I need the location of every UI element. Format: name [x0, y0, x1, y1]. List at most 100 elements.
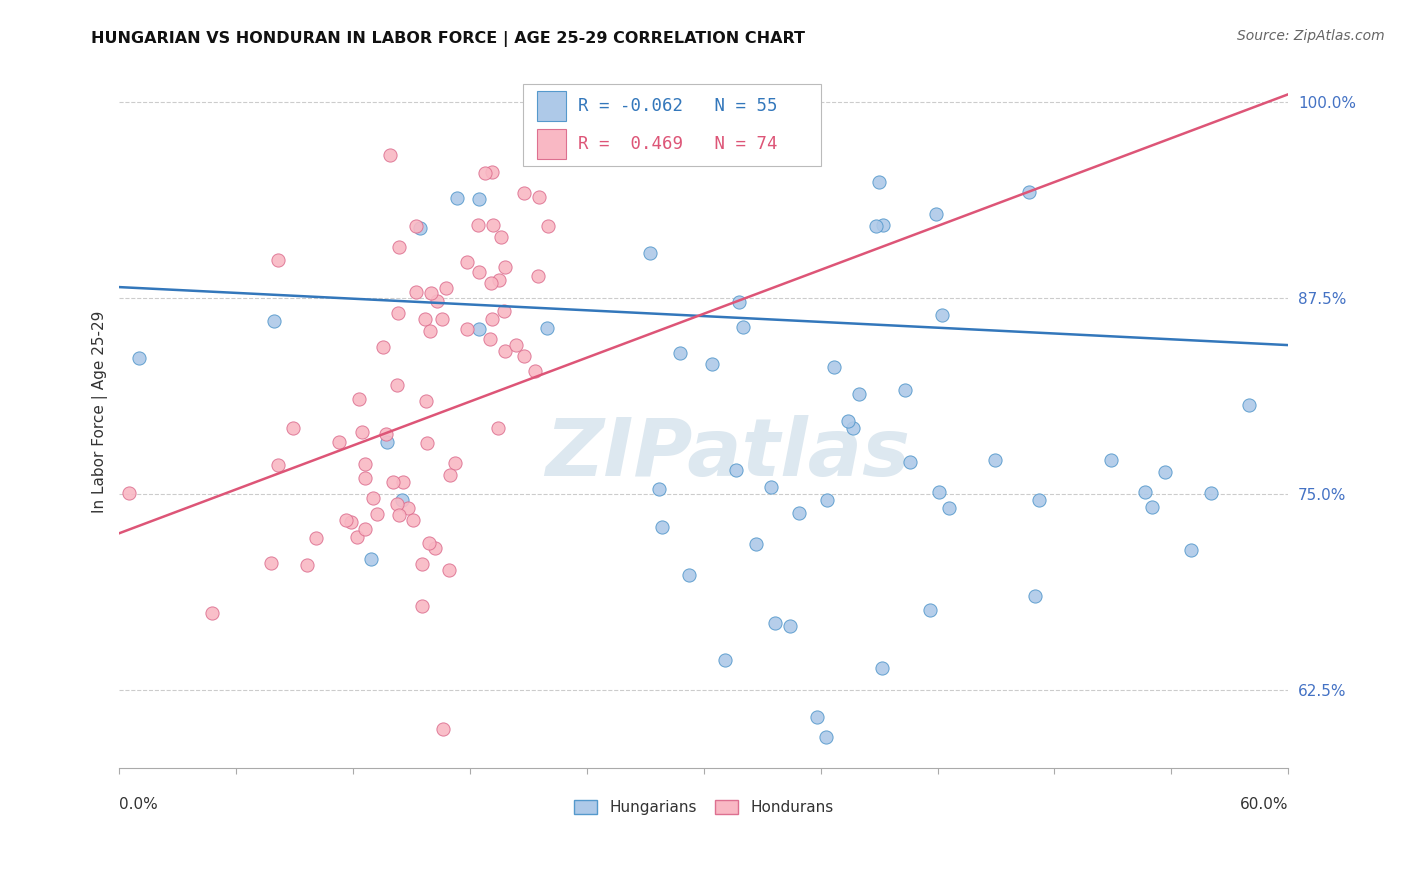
Point [527, 269, 550, 284]
Point [267, 458, 290, 472]
Point [669, 346, 692, 360]
Point [527, 190, 550, 204]
Point [731, 320, 754, 334]
Point [505, 338, 527, 352]
Point [396, 500, 419, 515]
Point [1201, 485, 1223, 500]
Point [346, 531, 368, 545]
Point [426, 293, 449, 308]
Text: ZIPatlas: ZIPatlas [544, 416, 910, 493]
Point [405, 285, 427, 300]
Point [700, 357, 723, 371]
Point [354, 470, 377, 484]
Point [415, 393, 437, 408]
Point [366, 507, 388, 521]
Point [385, 378, 408, 392]
Point [479, 332, 502, 346]
Point [536, 321, 558, 335]
Point [328, 434, 350, 449]
Point [1140, 500, 1163, 515]
Point [481, 312, 503, 326]
Point [430, 312, 453, 326]
Point [382, 475, 405, 490]
Point [378, 148, 401, 162]
Point [363, 491, 385, 505]
Point [347, 392, 370, 407]
Point [815, 730, 838, 744]
Point [494, 260, 516, 274]
Point [374, 426, 396, 441]
Point [524, 364, 547, 378]
Point [778, 87, 800, 102]
FancyBboxPatch shape [537, 91, 565, 120]
Point [868, 175, 890, 189]
Point [267, 253, 290, 268]
Point [260, 556, 283, 570]
Point [409, 221, 432, 235]
Legend: Hungarians, Hondurans: Hungarians, Hondurans [568, 794, 839, 822]
Point [354, 522, 377, 536]
Point [865, 219, 887, 234]
Point [815, 493, 838, 508]
Point [759, 480, 782, 494]
Point [405, 219, 427, 233]
Point [439, 468, 461, 483]
Point [823, 359, 845, 374]
Point [413, 312, 436, 326]
Point [402, 513, 425, 527]
Point [340, 515, 363, 529]
Point [513, 349, 536, 363]
Point [931, 309, 953, 323]
Point [725, 463, 748, 477]
Point [297, 558, 319, 572]
Point [640, 245, 662, 260]
Point [872, 661, 894, 675]
Point [439, 563, 461, 577]
Point [446, 191, 468, 205]
Point [898, 455, 921, 469]
Point [467, 219, 489, 233]
Text: 0.0%: 0.0% [120, 797, 159, 812]
Point [806, 710, 828, 724]
Point [494, 303, 516, 318]
Point [418, 536, 440, 550]
FancyBboxPatch shape [523, 84, 821, 166]
Point [128, 351, 150, 365]
Point [474, 166, 496, 180]
Point [1028, 493, 1050, 508]
Point [360, 552, 382, 566]
Point [837, 413, 859, 427]
Point [411, 599, 433, 613]
Text: R = -0.062   N = 55: R = -0.062 N = 55 [578, 96, 778, 114]
Text: Source: ZipAtlas.com: Source: ZipAtlas.com [1237, 29, 1385, 43]
Point [481, 165, 503, 179]
Point [494, 344, 516, 359]
Point [468, 265, 491, 279]
Point [456, 322, 478, 336]
Point [391, 492, 413, 507]
Point [1237, 398, 1260, 412]
Point [416, 435, 439, 450]
Point [894, 383, 917, 397]
Point [388, 508, 411, 523]
Point [928, 485, 950, 500]
Point [387, 306, 409, 320]
Point [779, 618, 801, 632]
Point [479, 276, 502, 290]
Point [841, 421, 863, 435]
Point [305, 531, 328, 545]
Y-axis label: In Labor Force | Age 25-29: In Labor Force | Age 25-29 [93, 310, 108, 513]
Point [678, 567, 700, 582]
Point [411, 557, 433, 571]
Point [489, 229, 512, 244]
Point [375, 435, 398, 450]
Point [434, 281, 457, 295]
Point [1018, 185, 1040, 199]
FancyBboxPatch shape [537, 129, 565, 159]
Point [488, 273, 510, 287]
Point [787, 506, 810, 520]
Point [118, 486, 141, 500]
Point [650, 520, 672, 534]
Point [486, 420, 509, 434]
Point [763, 615, 786, 630]
